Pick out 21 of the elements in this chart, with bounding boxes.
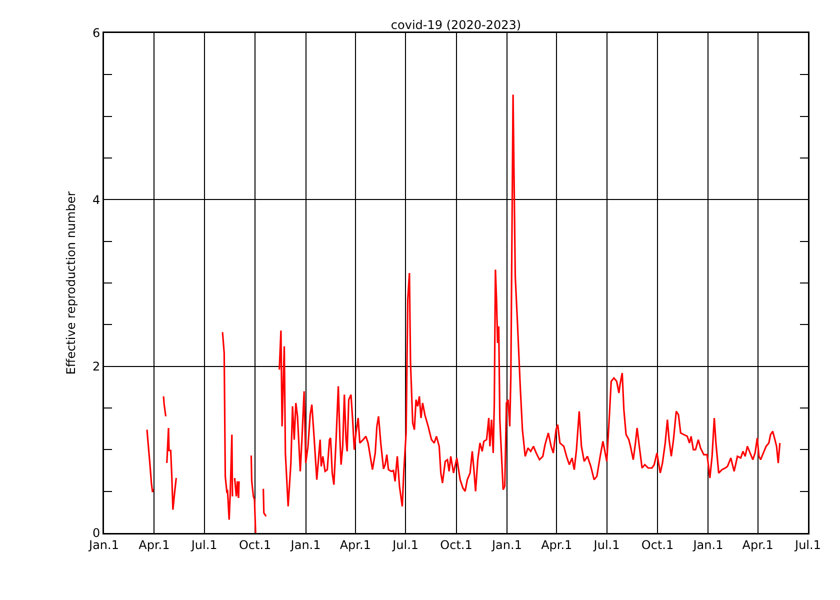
x-tick-label: Oct.1 bbox=[641, 538, 674, 552]
x-tick-label: Jan.1 bbox=[88, 538, 119, 552]
x-tick-label: Jul.1 bbox=[794, 538, 821, 552]
y-tick-label: 4 bbox=[92, 192, 100, 207]
x-tick-label: Apr.1 bbox=[742, 538, 774, 552]
x-tick-label: Jul.1 bbox=[392, 538, 419, 552]
chart-title: covid-19 (2020-2023) bbox=[390, 18, 522, 32]
x-tick-label: Apr.1 bbox=[541, 538, 572, 552]
y-tick-label: 0 bbox=[92, 526, 100, 540]
y-tick-label: 6 bbox=[92, 26, 100, 40]
x-tick-label: Apr.1 bbox=[138, 538, 170, 552]
x-tick-label: Jul.1 bbox=[592, 538, 620, 552]
x-tick-label: Jan.1 bbox=[692, 538, 724, 552]
x-tick-label: Jan.1 bbox=[491, 538, 522, 552]
x-tick-label: Jan.1 bbox=[290, 538, 321, 552]
x-tick-label: Oct.1 bbox=[238, 538, 272, 552]
y-axis-title: Effective reproduction number bbox=[64, 191, 78, 375]
y-tick-label: 2 bbox=[92, 360, 100, 374]
x-tick-label: Apr.1 bbox=[340, 538, 371, 552]
x-tick-label: Jul.1 bbox=[190, 538, 218, 552]
x-tick-label: Oct.1 bbox=[440, 538, 472, 552]
